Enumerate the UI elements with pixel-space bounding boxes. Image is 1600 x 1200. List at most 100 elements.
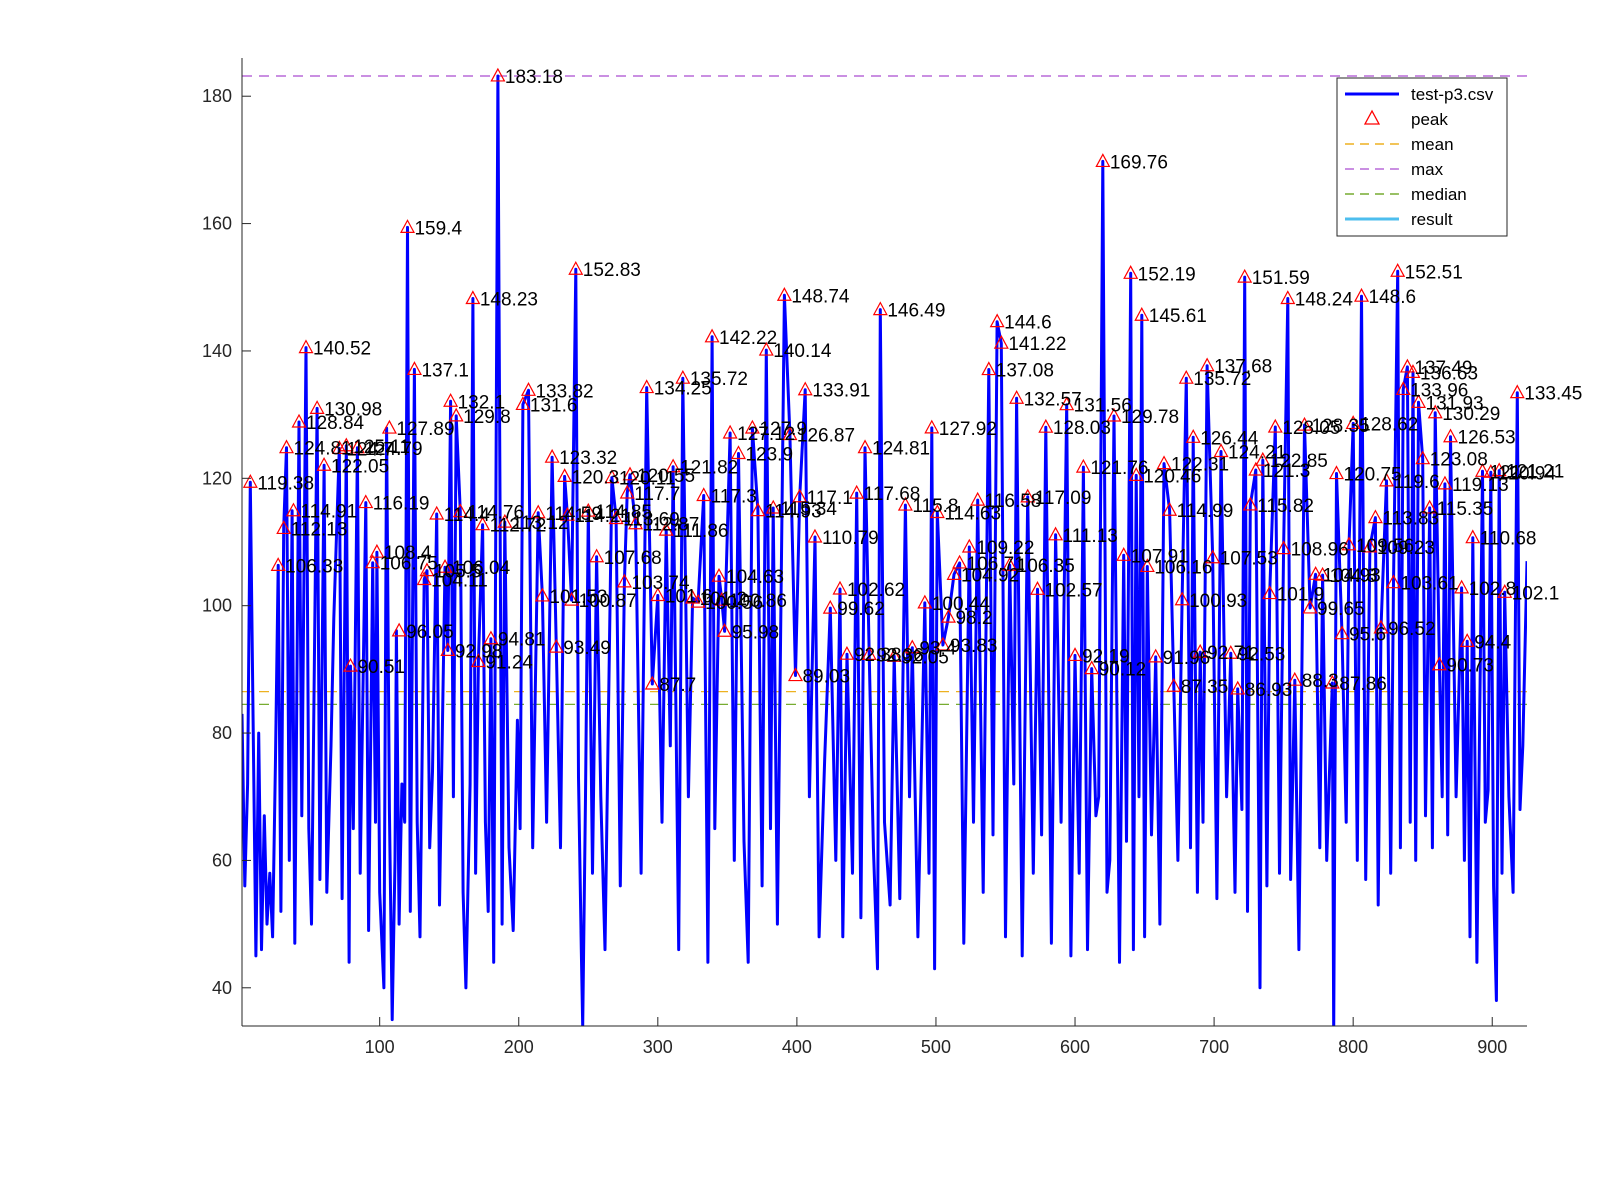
peak-marker	[1248, 461, 1264, 476]
peak-marker	[1059, 396, 1075, 411]
peak-label: 142.22	[719, 328, 777, 349]
peak-label: 88.3	[1302, 671, 1339, 692]
peak-marker	[1411, 394, 1427, 408]
y-tick-label: 40	[212, 978, 232, 998]
peak-marker	[1373, 619, 1389, 634]
peak-marker	[515, 396, 531, 411]
peak-marker	[1067, 647, 1083, 662]
peak-marker	[1465, 529, 1481, 544]
peak-marker	[1156, 455, 1172, 470]
peak-marker	[758, 341, 774, 356]
peak-label: 87.7	[659, 675, 696, 696]
peak-marker	[704, 328, 720, 343]
peak-label: 159.4	[414, 218, 462, 239]
peak-label: 121.76	[1090, 458, 1148, 479]
x-tick-label: 400	[782, 1037, 812, 1057]
peak-marker	[316, 457, 332, 471]
peak-label: 99.65	[1317, 599, 1365, 620]
series-layer	[242, 74, 1527, 1026]
peak-label: 122.85	[1270, 451, 1328, 472]
peak-label: 146.49	[887, 301, 945, 322]
legend-item-test-p3-csv: test-p3.csv	[1345, 85, 1494, 104]
peak-marker	[849, 484, 865, 499]
peak-marker	[568, 260, 584, 275]
peak-marker	[520, 382, 536, 396]
peak-label: 112.72	[490, 516, 547, 537]
peak-label: 132.57	[1024, 389, 1082, 410]
peak-label: 130.98	[324, 399, 382, 420]
peak-label: 117.3	[711, 487, 757, 508]
peak-label: 123.08	[1430, 450, 1488, 471]
peak-label: 133.82	[535, 381, 593, 402]
peak-marker	[1148, 648, 1164, 663]
legend-item-max: max	[1345, 160, 1444, 179]
peak-label: 92.53	[1238, 644, 1286, 665]
peak-label: 104.8	[1330, 566, 1378, 587]
peak-marker	[993, 334, 1009, 349]
peak-marker	[1134, 306, 1150, 321]
peak-label: 100.86	[729, 591, 787, 612]
legend-swatch-triangle	[1363, 109, 1381, 125]
peak-marker	[1379, 472, 1395, 487]
peak-marker	[1237, 268, 1253, 283]
peak-label: 137.08	[996, 361, 1054, 382]
peak-label: 117.7	[634, 484, 680, 505]
peak-label: 91.96	[1163, 648, 1211, 669]
peak-label: 127.9	[759, 419, 807, 440]
peak-label: 93.49	[563, 638, 611, 659]
peak-marker	[342, 657, 358, 672]
peak-marker	[946, 566, 962, 580]
legend-item-mean: mean	[1345, 135, 1454, 154]
x-tick-label: 800	[1338, 1037, 1368, 1057]
peak-marker	[650, 587, 666, 602]
peak-label: 135.72	[1193, 369, 1251, 390]
peak-marker	[1399, 358, 1415, 373]
peak-marker	[765, 499, 781, 514]
peak-label: 100.87	[579, 591, 637, 612]
peak-marker	[381, 419, 397, 434]
peak-label: 133.45	[1524, 384, 1582, 405]
peak-marker	[730, 445, 746, 460]
peak-label: 106.04	[452, 558, 511, 579]
peak-label: 92.71	[1207, 643, 1255, 664]
peak-marker	[1443, 428, 1459, 443]
peak-marker	[1223, 644, 1239, 659]
peak-label: 137.68	[1214, 357, 1272, 378]
peak-label: 120.3	[572, 467, 620, 488]
peak-marker	[309, 400, 325, 414]
peak-label: 114.59	[545, 504, 602, 525]
peak-marker	[419, 562, 435, 577]
peak-marker	[440, 642, 456, 656]
peak-label: 119.13	[1452, 475, 1509, 496]
peak-marker	[1328, 465, 1344, 480]
peak-label: 117.09	[1035, 488, 1092, 509]
peak-label: 113.69	[623, 510, 680, 531]
peak-marker	[1474, 463, 1491, 477]
peak-marker	[470, 653, 486, 668]
peak-marker	[1185, 429, 1201, 443]
peak-marker	[548, 638, 564, 653]
peak-label: 152.19	[1138, 264, 1196, 285]
peak-label: 114.76	[467, 503, 524, 524]
peak-marker	[564, 591, 580, 606]
peak-label: 148.23	[480, 290, 538, 311]
peak-label: 100.93	[1189, 591, 1247, 612]
y-tick-label: 100	[202, 596, 232, 616]
peak-label: 101.2	[700, 589, 748, 610]
peak-marker	[839, 645, 855, 660]
peak-marker	[1324, 674, 1340, 689]
peak-marker	[1395, 381, 1411, 396]
peak-label: 124.79	[364, 439, 422, 460]
peak-label: 100.44	[932, 594, 991, 615]
peak-label: 124.21	[1228, 443, 1286, 464]
peak-label: 104.93	[1323, 565, 1381, 586]
y-tick-label: 160	[202, 214, 232, 234]
peak-marker	[443, 392, 459, 407]
peak-marker	[1178, 369, 1194, 384]
peak-marker	[358, 494, 374, 509]
peak-marker	[580, 502, 596, 517]
peak-marker	[1166, 677, 1182, 692]
peak-label: 110.68	[1480, 529, 1537, 550]
peak-marker	[278, 439, 295, 454]
peak-label: 93.83	[950, 636, 998, 657]
